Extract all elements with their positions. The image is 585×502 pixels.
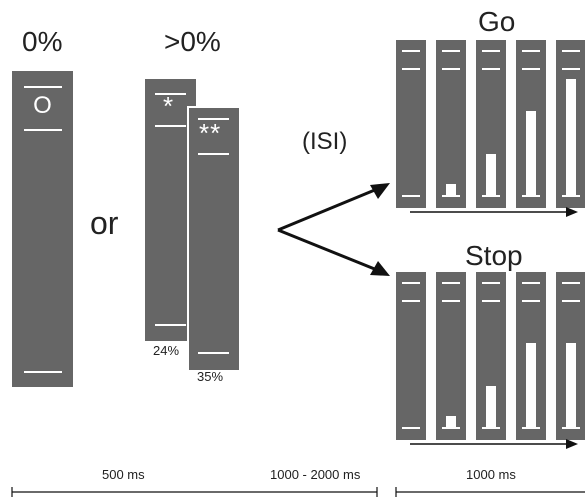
star-two-symbol: ** [199,118,222,148]
go-stage-bar-1 [396,40,426,208]
top-line [482,282,500,284]
bottom-line [24,371,62,373]
target-line [482,68,500,70]
target-line [402,300,420,302]
bottom-line [402,427,420,429]
progress-fill [526,111,536,195]
go-time-arrow [410,207,578,217]
progress-fill [526,343,536,427]
stop-stage-bar-4 [516,272,546,440]
zero-symbol: O [33,92,52,119]
top-line [402,282,420,284]
top-line [442,50,460,52]
timeline-brackets [11,487,585,497]
double-star-bar: ** [187,106,239,370]
go-stage-bar-4 [516,40,546,208]
top-line [24,86,62,88]
isi-duration-label: 1000 - 2000 ms [270,467,361,482]
stop-stage-bar-1 [396,272,426,440]
go-stage-bar-3 [476,40,506,208]
progress-fill [446,416,456,427]
stop-stage-bar-3 [476,272,506,440]
top-line [522,50,540,52]
bottom-line [442,195,460,197]
top-line [482,50,500,52]
target-line [442,68,460,70]
progress-fill [486,386,496,427]
target-line [562,300,580,302]
go-stage-bar-2 [436,40,466,208]
star-two-percent: 35% [197,369,224,384]
branch-arrows [277,183,390,276]
bottom-line [482,195,500,197]
bottom-line [482,427,500,429]
zero-percent-label: 0% [22,26,63,57]
stop-stage-bar-5 [556,272,585,440]
progress-fill [486,154,496,195]
top-line [155,93,186,95]
go-stage-bar-5 [556,40,585,208]
bottom-line [562,427,580,429]
top-line [402,50,420,52]
response-duration-label: 1000 ms [466,467,516,482]
target-line [198,153,229,155]
target-line [24,129,62,131]
target-line [522,300,540,302]
star-one-percent: 24% [153,343,180,358]
top-line [522,282,540,284]
target-line [562,68,580,70]
stop-stage-sequence [396,272,585,440]
target-line [482,300,500,302]
target-line [402,68,420,70]
target-line [442,300,460,302]
star-one-symbol: * [163,91,174,121]
go-stage-sequence [396,40,585,208]
top-line [198,118,229,120]
progress-fill [566,79,576,195]
stop-stage-bar-2 [436,272,466,440]
bottom-line [522,427,540,429]
zero-stop-signal-bar: O [12,71,73,387]
isi-label: (ISI) [302,128,348,155]
top-line [562,50,580,52]
top-line [562,282,580,284]
nonzero-percent-label: >0% [164,26,221,57]
top-line [442,282,460,284]
first-duration-label: 500 ms [102,467,145,482]
target-line [155,125,186,127]
stop-title: Stop [465,240,523,271]
stop-time-arrow [410,439,578,449]
go-title: Go [478,6,516,37]
target-line [522,68,540,70]
bottom-line [562,195,580,197]
bottom-line [442,427,460,429]
bottom-line [522,195,540,197]
bottom-line [155,324,186,326]
progress-fill [446,184,456,195]
bottom-line [198,352,229,354]
or-label: or [90,205,119,241]
progress-fill [566,343,576,427]
bottom-line [402,195,420,197]
